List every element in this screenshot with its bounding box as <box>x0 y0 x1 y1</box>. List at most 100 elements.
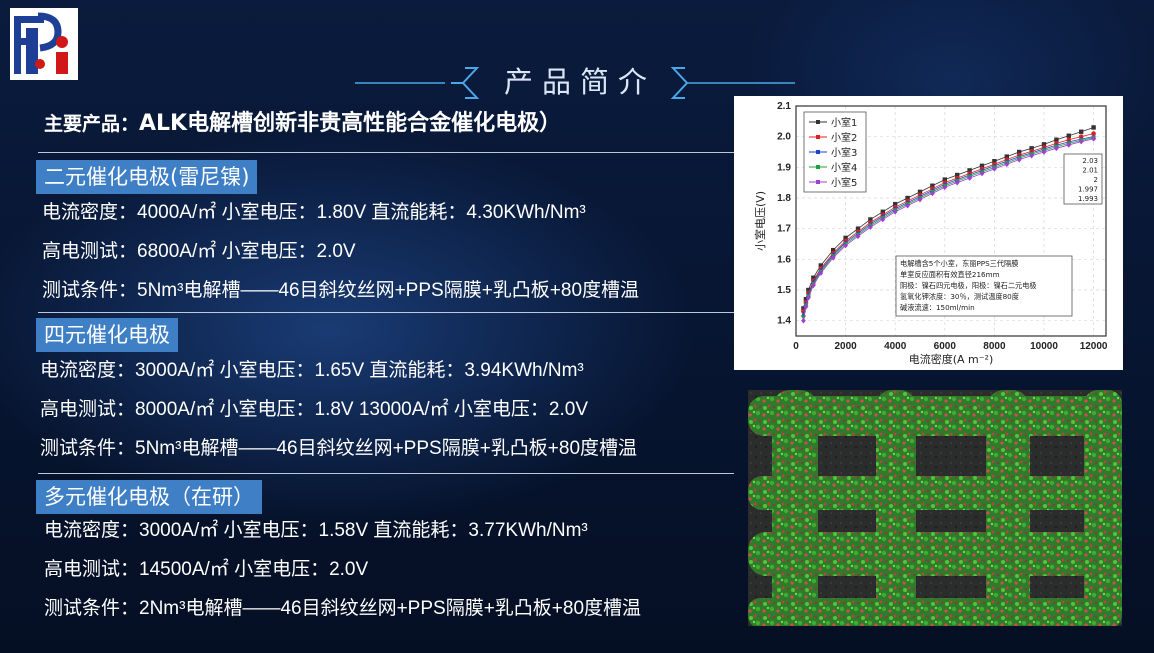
section-row: 测试条件：5Nm³电解槽——46目斜纹丝网+PPS隔膜+乳凸板+80度槽温 <box>42 280 640 301</box>
chart-annotation-text: 电解槽含5个小室，东丽PPS三代隔膜 <box>900 259 1018 268</box>
chart-data-point <box>917 196 923 203</box>
chart-legend-marker <box>816 180 820 184</box>
chart-data-point <box>955 172 960 178</box>
section-row: 高电测试：14500A/㎡ 小室电压：2.0V <box>44 559 369 580</box>
section-row: 测试条件：2Nm³电解槽——46目斜纹丝网+PPS隔膜+乳凸板+80度槽温 <box>44 598 642 619</box>
chart-annotation-text: 单室反应面积有效直径216mm <box>900 270 1000 279</box>
section-row: 高电测试：8000A/㎡ 小室电压：1.8V 13000A/㎡ 小室电压：2.0… <box>40 399 589 420</box>
chart-data-point <box>868 217 873 222</box>
main-product-title: 主要产品：ALK电解槽创新非贵高性能合金催化电极） <box>44 104 734 144</box>
chart-y-tick-label: 1.8 <box>777 193 791 204</box>
chart-y-tick-label: 1.4 <box>777 316 791 327</box>
chart-data-point <box>855 226 861 231</box>
chart-data-point <box>1041 142 1047 147</box>
chart-legend-label: 小室1 <box>831 116 857 129</box>
chart-y-tick-label: 1.5 <box>777 285 791 296</box>
polarization-chart-svg: 0 2000 4000 6000 8000 10000 12000 1.4 1.5 1.6 1.7 1… <box>753 101 1108 366</box>
chart-data-point <box>1004 154 1009 159</box>
chart-data-point <box>967 175 972 181</box>
section-row: 测试条件：5Nm³电解槽——46目斜纹丝网+PPS隔膜+乳凸板+80度槽温 <box>40 438 638 459</box>
chart-data-point <box>967 168 972 173</box>
chart-data-point <box>831 247 836 253</box>
chart-data-point <box>1091 131 1096 136</box>
chart-plot-frame <box>795 105 1107 337</box>
chart-x-tick-label: 12000 <box>1080 341 1108 352</box>
chart-data-point <box>806 294 811 301</box>
chart-data-point <box>855 233 861 240</box>
chart-legend-label: 小室3 <box>831 146 857 159</box>
chart-data-point <box>954 179 960 186</box>
chart-data-point <box>905 195 910 201</box>
chart-end-label: 1.997 <box>1078 186 1098 194</box>
chart-x-tick-label: 0 <box>793 341 799 352</box>
chart-annotation-text: 氢氧化钾浓度：30％，测试温度80度 <box>900 292 1019 301</box>
chart-end-label: 2.03 <box>1082 157 1098 165</box>
chart-legend-marker <box>816 120 820 124</box>
chart-y-tick-label: 1.9 <box>777 162 791 173</box>
chart-data-point <box>818 270 824 276</box>
chart-x-axis-label: 电流密度(A m⁻²) <box>909 352 994 366</box>
chart-legend-marker <box>816 135 820 139</box>
chart-x-tick-label: 10000 <box>1030 341 1058 352</box>
section-row: 电流密度：4000A/㎡ 小室电压：1.80V 直流能耗：4.30KWh/Nm³ <box>42 202 586 223</box>
chart-data-point <box>892 209 898 215</box>
chart-end-label: 2 <box>1094 176 1098 184</box>
chart-data-point <box>1054 137 1059 142</box>
chart-data-point <box>905 202 910 209</box>
chart-y-axis-label: 小室电压(V) <box>753 191 767 251</box>
chart-data-point <box>992 159 997 164</box>
chart-end-label: 1.993 <box>1078 195 1098 203</box>
electrode-micrograph-image <box>748 390 1122 626</box>
chart-data-point <box>868 224 873 230</box>
divider <box>38 473 734 474</box>
polarization-chart: 0 2000 4000 6000 8000 10000 12000 1.4 1.5 1.6 1.7 1… <box>734 96 1123 370</box>
chart-x-tick-label: 4000 <box>884 341 907 352</box>
chart-x-tick-label: 2000 <box>834 341 857 352</box>
chart-data-point <box>942 177 947 182</box>
chart-x-tick-label: 6000 <box>934 341 957 352</box>
chart-data-point <box>843 235 848 241</box>
chart-data-point <box>1066 133 1071 138</box>
title-decoration-left-icon <box>355 67 795 99</box>
chart-data-point <box>917 189 923 195</box>
chart-data-point <box>1017 149 1022 155</box>
section-label-binary: 二元催化电极(雷尼镍) <box>36 160 258 194</box>
chart-data-point <box>806 287 811 293</box>
chart-data-point <box>803 297 809 302</box>
chart-data-point <box>1091 125 1096 130</box>
chart-y-tick-label: 2.0 <box>777 132 791 143</box>
company-logo <box>10 8 78 80</box>
section-row: 电流密度：3000A/㎡ 小室电压：1.65V 直流能耗：3.94KWh/Nm³ <box>40 360 584 381</box>
chart-data-point <box>811 275 816 280</box>
chart-data-point <box>803 304 809 310</box>
chart-x-tick-label: 8000 <box>983 341 1006 352</box>
main-title-prefix: 主要产品： <box>44 113 140 135</box>
chart-data-point <box>930 190 935 197</box>
chart-y-tick-label: 1.7 <box>777 224 791 235</box>
chart-data-point <box>843 242 848 249</box>
chart-data-point <box>1041 149 1047 155</box>
section-row: 高电测试：6800A/㎡ 小室电压：2.0V <box>42 241 356 262</box>
section-label-multi: 多元催化电极（在研） <box>36 480 262 514</box>
chart-data-point <box>930 183 935 188</box>
chart-legend-marker <box>816 150 820 154</box>
divider <box>38 312 734 313</box>
chart-end-label-box <box>1063 153 1103 205</box>
chart-data-point <box>880 216 886 223</box>
chart-data-point <box>979 170 985 177</box>
main-title-text: ALK电解槽创新非贵高性能合金催化电极） <box>139 111 562 136</box>
section-label-quaternary: 四元催化电极 <box>36 318 178 352</box>
chart-data-point <box>1029 146 1034 151</box>
chart-end-label: 2.01 <box>1082 167 1098 175</box>
company-logo-mark <box>14 12 68 74</box>
chart-y-tick-label: 1.6 <box>777 254 791 265</box>
chart-legend-label: 小室5 <box>831 176 857 189</box>
page-title: 产品简介 <box>503 65 656 99</box>
chart-legend-label: 小室4 <box>831 161 857 174</box>
chart-annotation-text: 阴极：镍石四元电极，阳极：镍石二元电极 <box>900 281 1037 290</box>
chart-data-point <box>810 282 816 289</box>
chart-data-point <box>830 255 836 261</box>
page-title-wrap: 产品简介 <box>470 60 690 104</box>
chart-legend-marker <box>816 165 820 169</box>
